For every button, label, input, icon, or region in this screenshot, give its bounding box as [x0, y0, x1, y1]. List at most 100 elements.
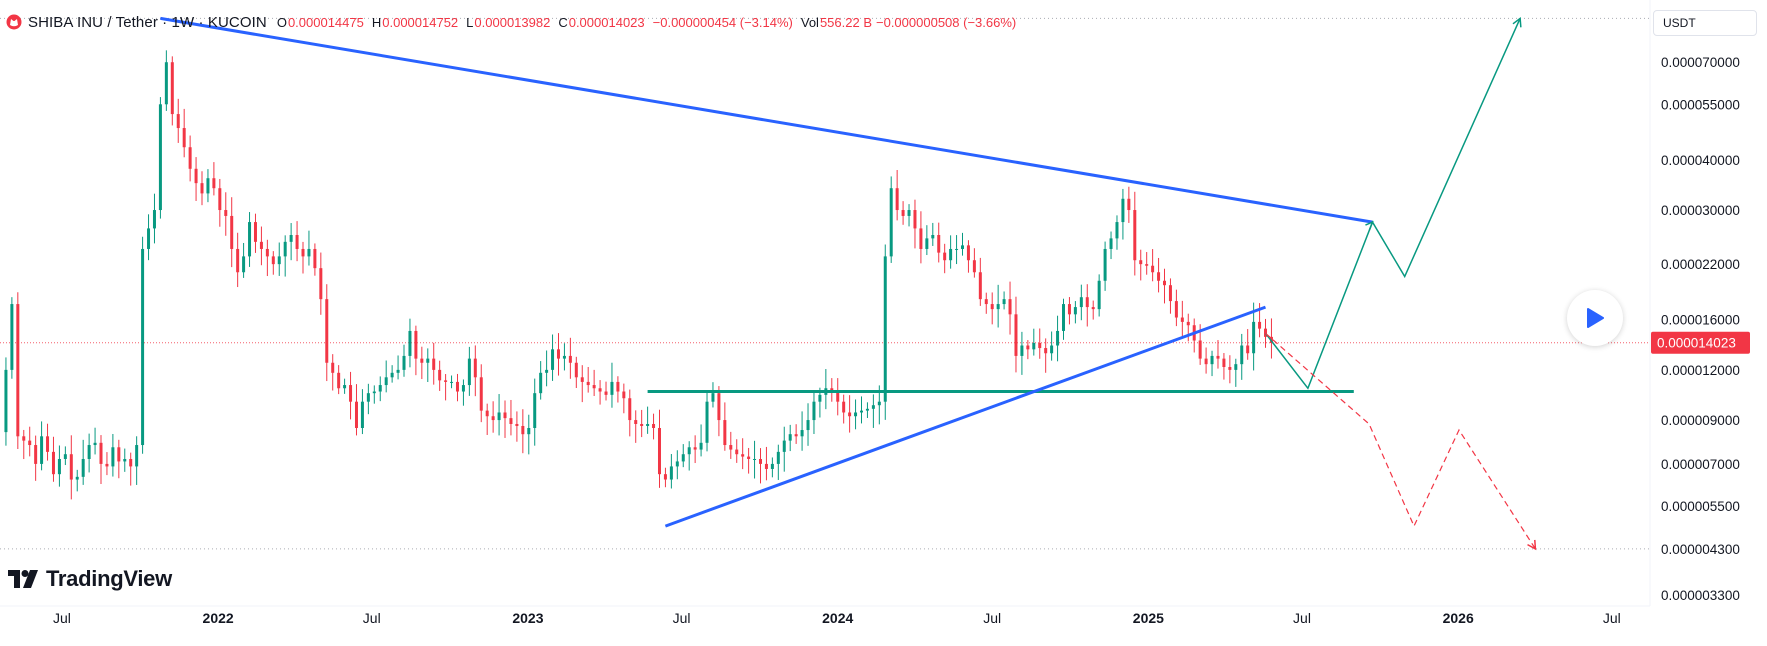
candle-body: [842, 401, 846, 413]
candle-body: [1168, 285, 1172, 302]
candle-body: [1103, 248, 1107, 281]
candle-body: [562, 355, 566, 359]
candle-body: [836, 391, 840, 402]
candle-body: [723, 420, 727, 446]
candle-body: [22, 436, 26, 441]
time-tick-label: Jul: [363, 610, 381, 626]
candle-body: [1180, 317, 1184, 322]
candle-body: [497, 412, 501, 421]
candle-body: [753, 458, 757, 460]
candle-body: [955, 248, 959, 250]
symbol-title[interactable]: SHIBA INU / Tether · 1W · KUCOIN: [28, 13, 267, 31]
replay-button[interactable]: [1567, 290, 1623, 346]
candle-body: [907, 210, 911, 216]
candle-body: [426, 358, 430, 363]
tradingview-wordmark: TradingView: [46, 566, 172, 591]
candle-body: [580, 377, 584, 382]
candle-body: [337, 372, 341, 389]
candle-body: [176, 114, 180, 129]
candle-body: [883, 256, 887, 402]
ascending-trendline: [664, 305, 1267, 528]
candle-body: [687, 447, 691, 455]
candle-body: [491, 416, 495, 421]
candle-body: [1198, 340, 1202, 359]
candle-body: [271, 256, 275, 265]
time-tick-label: 2024: [822, 610, 853, 626]
candle-body: [770, 463, 774, 469]
candle-body: [40, 436, 44, 464]
candle-body: [69, 454, 73, 480]
candle-body: [295, 234, 299, 249]
candle-body: [735, 449, 739, 455]
candle-body: [81, 458, 85, 477]
candle-body: [87, 445, 91, 459]
candle-body: [4, 369, 8, 433]
candle-body: [75, 476, 79, 480]
candle-body: [1062, 304, 1066, 331]
open-value: 0.000014475: [287, 14, 364, 30]
candle-body: [414, 330, 418, 359]
price-tick-label: 0.000007000: [1661, 457, 1740, 472]
candle-body: [521, 425, 525, 435]
candle-body: [301, 248, 305, 257]
candle-body: [111, 447, 115, 467]
candle-body: [164, 62, 168, 105]
candle-body: [865, 408, 869, 411]
time-tick-label: Jul: [1603, 610, 1621, 626]
descending-trendline: [160, 16, 1373, 224]
candle-body: [343, 385, 347, 389]
candle-body: [1073, 307, 1077, 315]
candle-body: [937, 234, 941, 253]
candle-body: [432, 358, 436, 370]
candle-body: [616, 381, 620, 392]
candle-body: [901, 210, 905, 216]
candle-body: [129, 458, 133, 467]
candle-body: [1204, 358, 1208, 365]
candle-body: [46, 436, 50, 452]
candle-body: [509, 418, 513, 424]
candle-body: [253, 222, 257, 242]
candle-body: [206, 178, 210, 194]
candle-body: [675, 461, 679, 467]
candle-body: [782, 440, 786, 452]
close-label: C: [558, 14, 568, 30]
candle-body: [1240, 345, 1244, 365]
time-tick-label: 2022: [203, 610, 234, 626]
candle-body: [194, 168, 198, 184]
candle-body: [729, 445, 733, 450]
candle-body: [758, 458, 762, 464]
candle-body: [396, 369, 400, 373]
legend-header: SHIBA INU / Tether · 1W · KUCOIN O 0.000…: [6, 12, 1024, 32]
candlestick-series: [4, 50, 1273, 500]
candle-body: [212, 178, 216, 189]
candle-body: [634, 420, 638, 424]
candle-body: [99, 442, 103, 464]
candle-body: [972, 260, 976, 273]
candle-body: [450, 381, 454, 383]
candle-body: [628, 398, 632, 421]
candle-body: [1032, 342, 1036, 350]
candle-body: [152, 210, 156, 229]
candle-body: [307, 248, 311, 257]
candle-body: [1252, 321, 1256, 354]
time-tick-label: Jul: [673, 610, 691, 626]
candle-body: [741, 454, 745, 457]
candle-body: [1079, 297, 1083, 308]
candle-body: [830, 388, 834, 392]
play-icon: [1587, 308, 1604, 328]
price-tick-label: 0.000055000: [1661, 97, 1740, 112]
candle-body: [313, 248, 317, 269]
candle-body: [224, 210, 228, 216]
candle-body: [568, 355, 572, 363]
candle-body: [800, 430, 804, 437]
candle-body: [1258, 321, 1262, 329]
candle-body: [592, 385, 596, 389]
candle-body: [1097, 280, 1101, 310]
candle-body: [1085, 297, 1089, 308]
candle-body: [711, 393, 715, 402]
tradingview-logo[interactable]: TradingView: [8, 566, 172, 592]
currency-selector[interactable]: USDT: [1653, 10, 1757, 36]
candle-body: [438, 369, 442, 381]
